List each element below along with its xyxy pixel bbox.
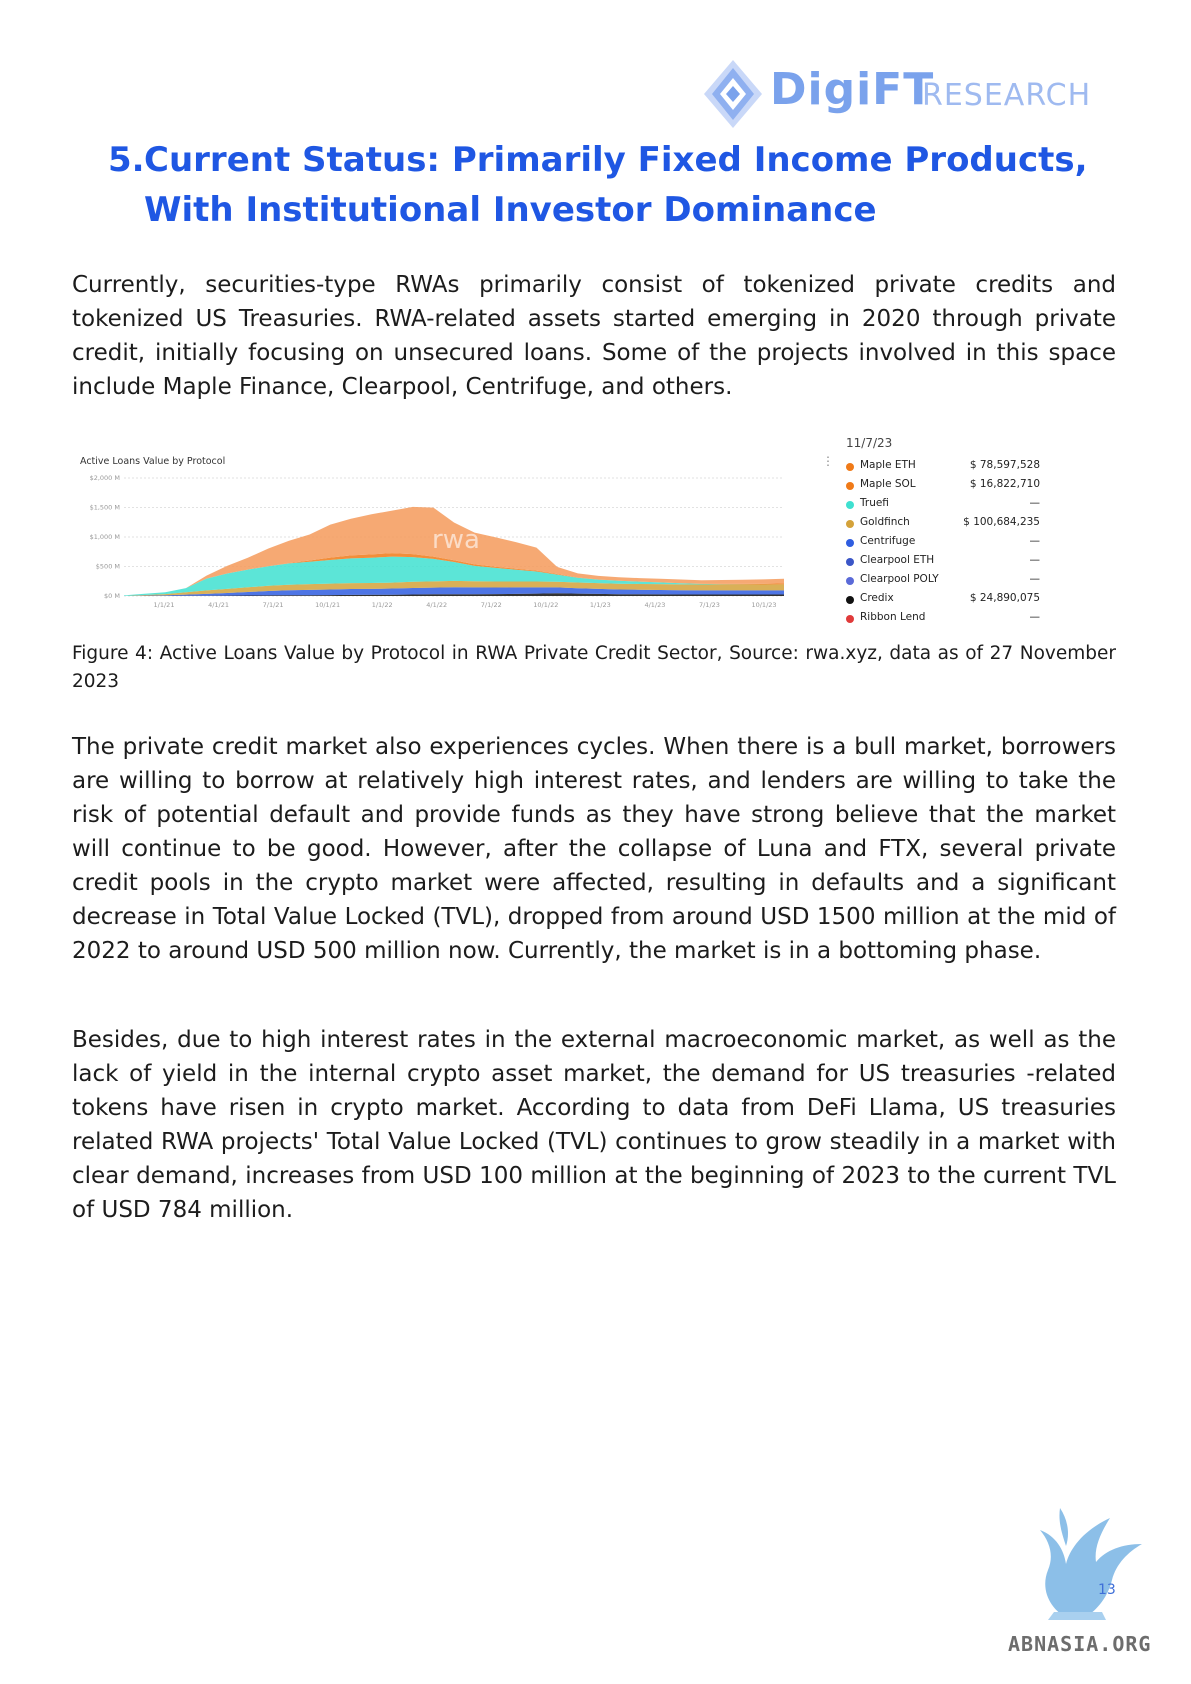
x-tick-label: 4/1/22 [426, 601, 447, 609]
legend-item: Maple SOL $ 16,822,710 [842, 477, 1052, 495]
y-tick-label: $1,500 M [90, 504, 120, 512]
legend-item: Clearpool ETH — [842, 553, 1052, 571]
logo-brand-text: DigiFT [770, 64, 935, 115]
legend-item: Ribbon Lend — [842, 610, 1052, 628]
chart-plot: $2,000 M $1,500 M $1,000 M $500 M $0 M 1/1/21… [90, 474, 784, 609]
legend-dot-icon [846, 577, 854, 585]
paragraph-credit-cycles: The private credit market also experienc… [72, 734, 1116, 964]
legend-item: Credix $ 24,890,075 [842, 591, 1052, 609]
legend-name: Truefi [860, 497, 889, 509]
legend-dot-icon [846, 482, 854, 490]
x-tick-label: 7/1/22 [481, 601, 502, 609]
digift-logo-icon [704, 60, 762, 128]
chart-watermark: rwa [432, 525, 480, 555]
legend-dot-icon [846, 558, 854, 566]
legend-name: Centrifuge [860, 535, 916, 547]
area-series-centrifuge [124, 587, 784, 596]
area-series-goldfinch [124, 580, 784, 596]
legend-dot-icon [846, 520, 854, 528]
y-tick-label: $0 M [104, 592, 120, 600]
y-tick-label: $500 M [96, 563, 120, 571]
legend-value: $ 16,822,710 [969, 478, 1040, 490]
legend-value: $ 100,684,235 [963, 516, 1040, 528]
legend-name: Maple SOL [860, 478, 916, 490]
x-tick-label: 10/1/23 [751, 601, 776, 609]
x-tick-label: 4/1/23 [644, 601, 665, 609]
legend-date: 11/7/23 [846, 436, 893, 450]
legend-name: Maple ETH [860, 459, 916, 471]
legend-dot-icon [846, 539, 854, 547]
legend-value: $ 24,890,075 [969, 592, 1040, 604]
x-tick-label: 4/1/21 [208, 601, 229, 609]
legend-value: — [1029, 573, 1041, 585]
legend-value: — [1029, 554, 1041, 566]
section-number: 5. [108, 140, 145, 180]
legend-name: Goldfinch [860, 516, 910, 528]
griffin-icon [1040, 1508, 1142, 1620]
section-title-line1: Current Status: Primarily Fixed Income P… [144, 140, 1088, 180]
legend-item: Clearpool POLY — [842, 572, 1052, 590]
legend-value: $ 78,597,528 [969, 459, 1040, 471]
legend-dot-icon [846, 615, 854, 623]
logo-research-text: RESEARCH [922, 78, 1092, 113]
legend-dot-icon [846, 596, 854, 604]
x-tick-label: 10/1/22 [533, 601, 558, 609]
figure-active-loans: Active Loans Value by Protocol ⋮ $2,000 … [72, 436, 1052, 636]
x-tick-label: 1/1/22 [372, 601, 393, 609]
chart-container: Active Loans Value by Protocol ⋮ $2,000 … [72, 436, 834, 636]
area-series-credix [124, 593, 784, 596]
legend-name: Clearpool POLY [860, 573, 939, 585]
area-series-truefi [124, 556, 784, 596]
figure-caption: Figure 4: Active Loans Value by Protocol… [72, 643, 1116, 692]
legend-value: — [1029, 535, 1041, 547]
legend-name: Credix [860, 592, 894, 604]
legend-item: Centrifuge — [842, 534, 1052, 552]
legend-dot-icon [846, 463, 854, 471]
x-tick-label: 1/1/21 [154, 601, 175, 609]
paragraph-us-treasuries: Besides, due to high interest rates in t… [72, 1027, 1116, 1223]
legend-item: Truefi — [842, 496, 1052, 514]
chart-title: Active Loans Value by Protocol [80, 456, 226, 467]
legend-item: Maple ETH $ 78,597,528 [842, 458, 1052, 476]
legend-value: — [1029, 497, 1041, 509]
legend-item: Goldfinch $ 100,684,235 [842, 515, 1052, 533]
x-tick-label: 7/1/21 [263, 601, 284, 609]
legend-name: Clearpool ETH [860, 554, 935, 566]
chart-legend: 11/7/23 Maple ETH $ 78,597,528 Maple SOL $ … [842, 436, 1052, 636]
x-tick-label: 7/1/23 [699, 601, 720, 609]
legend-dot-icon [846, 501, 854, 509]
y-tick-label: $1,000 M [90, 533, 120, 541]
page-number: 13 [1098, 1582, 1116, 1598]
section-title-line2: With Institutional Investor Dominance [144, 190, 877, 230]
x-tick-label: 10/1/21 [315, 601, 340, 609]
area-series-maple-eth [124, 506, 784, 596]
digift-research-logo: DigiFT RESEARCH [700, 58, 1120, 138]
area-series-maple-sol [124, 553, 784, 596]
paragraph-intro: Currently, securities-type RWAs primaril… [72, 272, 1116, 400]
x-tick-label: 1/1/23 [590, 601, 611, 609]
site-watermark: ABNASIA.ORG [1008, 1632, 1152, 1656]
y-tick-label: $2,000 M [90, 474, 120, 482]
chart-menu-icon: ⋮ [822, 454, 834, 468]
legend-name: Ribbon Lend [860, 611, 926, 623]
legend-value: — [1029, 611, 1041, 623]
